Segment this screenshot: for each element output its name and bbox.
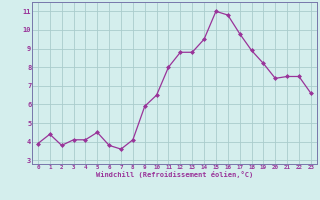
X-axis label: Windchill (Refroidissement éolien,°C): Windchill (Refroidissement éolien,°C) (96, 171, 253, 178)
